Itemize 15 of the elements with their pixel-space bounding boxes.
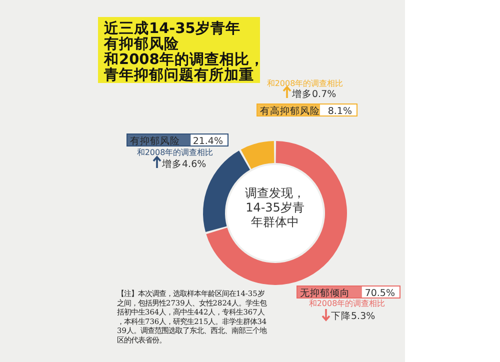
text: 增多4.6% <box>161 158 206 170</box>
data-label: 8.1% <box>328 106 352 117</box>
legend-label: 有高抑郁风险 <box>260 105 320 117</box>
text: 调查发现，14-35岁青年群体中 <box>245 186 305 229</box>
text: 下降5.3% <box>331 310 376 322</box>
slice-label: 有抑郁风险 <box>130 135 180 147</box>
text: 增多0.7% <box>291 88 336 100</box>
chart-title: 近三成14-35岁青年有抑郁风险 <box>103 20 240 52</box>
slice-label: 无抑郁倾向 <box>300 287 350 299</box>
chart-subtitle: 和2008年的调查相比，青年抑郁问题有所加重 <box>103 51 264 84</box>
data-label: 70.5% <box>364 288 395 299</box>
text: 和2008年的调查相比 <box>266 79 344 88</box>
text: 和2008年的调查相比 <box>136 148 214 157</box>
text: 和2008年的调查相比 <box>308 299 386 308</box>
data-label: 21.4% <box>192 136 223 147</box>
